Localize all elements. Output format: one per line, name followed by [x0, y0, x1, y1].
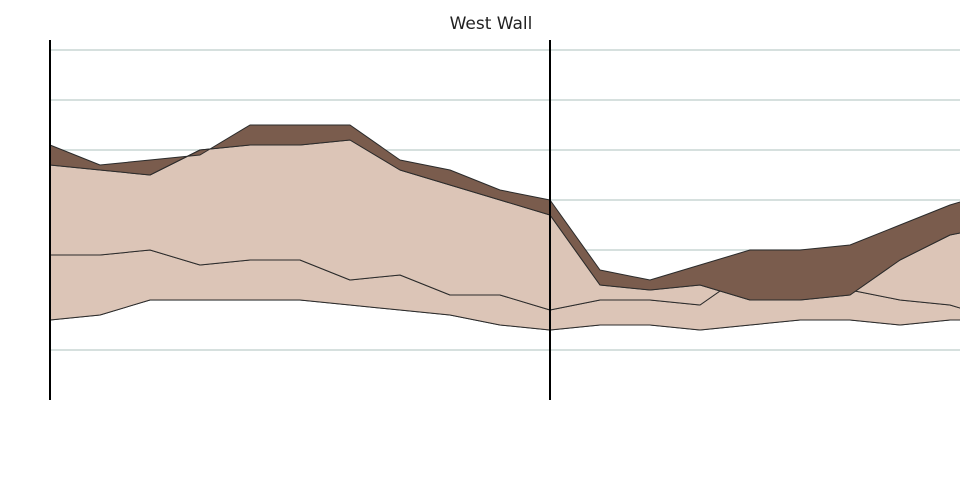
- stacked-areas: [49, 124, 960, 331]
- area-band-4: [49, 124, 960, 301]
- chart-title: West Wall: [450, 14, 533, 34]
